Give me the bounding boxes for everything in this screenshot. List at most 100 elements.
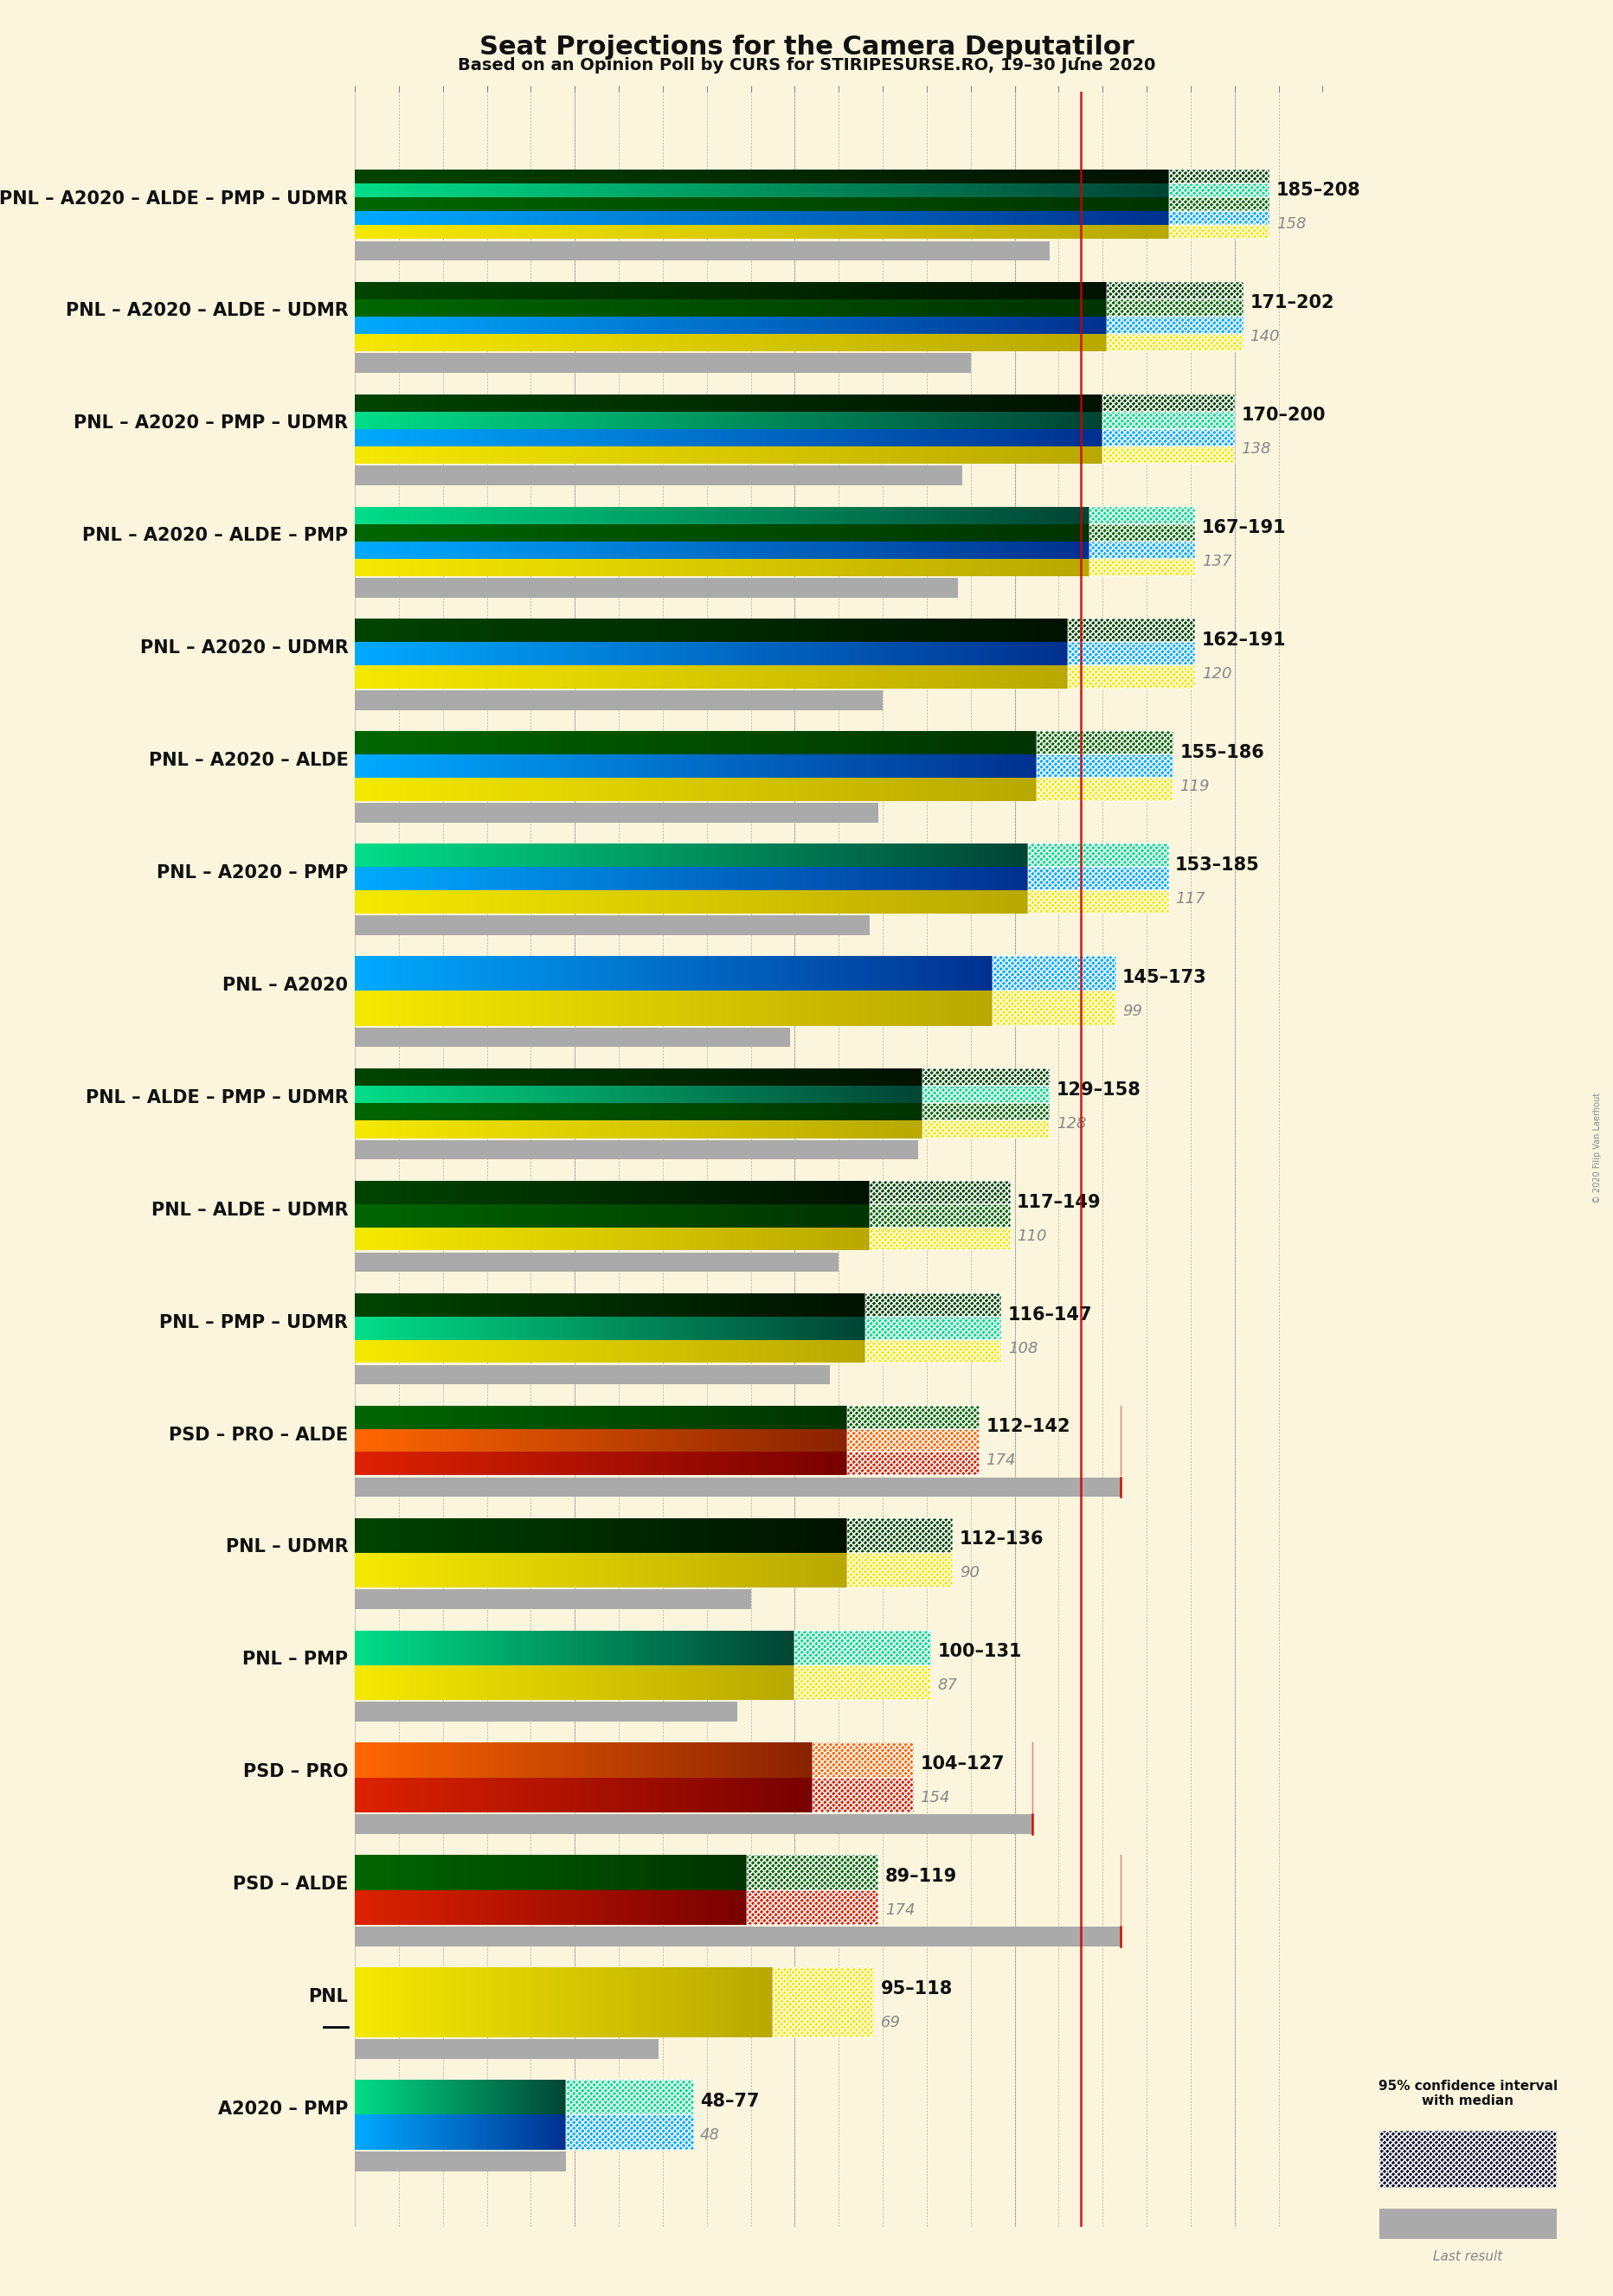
- Text: 137: 137: [1202, 553, 1232, 569]
- Text: 170–200: 170–200: [1242, 406, 1326, 425]
- Bar: [1107, 298, 1244, 317]
- Bar: [1103, 429, 1234, 445]
- Bar: [795, 1665, 931, 1699]
- Bar: [847, 1405, 979, 1428]
- Bar: [1037, 732, 1173, 755]
- Text: 110: 110: [1016, 1228, 1047, 1244]
- Bar: [355, 1251, 839, 1272]
- Bar: [747, 1855, 879, 1890]
- Text: 99: 99: [1123, 1003, 1142, 1019]
- Bar: [865, 1316, 1002, 1339]
- Text: 112–136: 112–136: [960, 1531, 1044, 1548]
- Bar: [923, 1068, 1050, 1086]
- Bar: [355, 1589, 750, 1609]
- Text: 171–202: 171–202: [1250, 294, 1334, 312]
- Text: 162–191: 162–191: [1202, 631, 1286, 650]
- Bar: [1169, 197, 1269, 211]
- Bar: [1107, 282, 1244, 298]
- Bar: [1068, 643, 1195, 666]
- Text: PNL – ALDE – UDMR: PNL – ALDE – UDMR: [152, 1201, 348, 1219]
- Bar: [566, 2080, 694, 2115]
- Bar: [1068, 666, 1195, 689]
- Bar: [1107, 317, 1244, 333]
- Bar: [1169, 197, 1269, 211]
- Bar: [1027, 868, 1169, 891]
- Bar: [1027, 891, 1169, 914]
- Text: PNL – A2020: PNL – A2020: [223, 976, 348, 994]
- Bar: [1027, 843, 1169, 868]
- Bar: [773, 1968, 874, 2037]
- Text: 69: 69: [881, 2016, 900, 2030]
- Text: 108: 108: [1008, 1341, 1039, 1357]
- Bar: [355, 1814, 1032, 1835]
- Bar: [1107, 298, 1244, 317]
- Bar: [566, 2080, 694, 2115]
- Bar: [747, 1890, 879, 1924]
- Bar: [865, 1293, 1002, 1316]
- Bar: [795, 1630, 931, 1665]
- Bar: [1089, 558, 1195, 576]
- Bar: [1037, 732, 1173, 755]
- Bar: [1107, 298, 1244, 317]
- Text: 129–158: 129–158: [1057, 1081, 1140, 1097]
- Bar: [355, 691, 882, 709]
- Bar: [1089, 523, 1195, 542]
- Bar: [847, 1428, 979, 1451]
- Bar: [747, 1855, 879, 1890]
- Bar: [1169, 211, 1269, 225]
- Bar: [1169, 211, 1269, 225]
- Bar: [923, 1120, 1050, 1139]
- Bar: [1103, 411, 1234, 429]
- Text: PSD – PRO – ALDE: PSD – PRO – ALDE: [169, 1426, 348, 1444]
- Bar: [865, 1316, 1002, 1339]
- Bar: [1103, 395, 1234, 411]
- Bar: [847, 1518, 953, 1552]
- Text: 128: 128: [1057, 1116, 1087, 1132]
- Bar: [1169, 225, 1269, 239]
- Bar: [1103, 429, 1234, 445]
- Bar: [1103, 411, 1234, 429]
- Bar: [1169, 211, 1269, 225]
- Bar: [869, 1228, 1010, 1251]
- Bar: [813, 1777, 913, 1812]
- Bar: [813, 1777, 913, 1812]
- Bar: [813, 1777, 913, 1812]
- Bar: [355, 1364, 831, 1384]
- Bar: [813, 1743, 913, 1777]
- Bar: [1068, 620, 1195, 643]
- Text: Seat Projections for the Camera Deputaților: Seat Projections for the Camera Deputați…: [479, 34, 1134, 60]
- Text: 158: 158: [1276, 216, 1307, 232]
- Bar: [1089, 542, 1195, 558]
- Text: 100–131: 100–131: [937, 1644, 1023, 1660]
- Bar: [1169, 225, 1269, 239]
- Text: 48: 48: [700, 2126, 719, 2142]
- Bar: [847, 1451, 979, 1476]
- Bar: [1089, 507, 1195, 523]
- Bar: [1027, 843, 1169, 868]
- Text: PNL: PNL: [308, 1988, 348, 2004]
- Text: PNL – A2020 – PMP – UDMR: PNL – A2020 – PMP – UDMR: [74, 416, 348, 432]
- Bar: [865, 1339, 1002, 1364]
- Bar: [847, 1518, 953, 1552]
- Bar: [1107, 282, 1244, 298]
- Bar: [1169, 184, 1269, 197]
- Text: 119: 119: [1179, 778, 1210, 794]
- Bar: [355, 579, 958, 597]
- Bar: [1089, 523, 1195, 542]
- Bar: [865, 1293, 1002, 1316]
- Bar: [1169, 184, 1269, 197]
- Bar: [355, 354, 971, 372]
- Bar: [847, 1428, 979, 1451]
- Bar: [1037, 755, 1173, 778]
- Bar: [1107, 333, 1244, 351]
- Bar: [355, 2039, 658, 2060]
- Bar: [1068, 666, 1195, 689]
- Bar: [1107, 333, 1244, 351]
- Bar: [355, 241, 1050, 259]
- Bar: [813, 1743, 913, 1777]
- Bar: [992, 955, 1116, 992]
- Text: 48–77: 48–77: [700, 2092, 760, 2110]
- Bar: [923, 1086, 1050, 1104]
- Bar: [923, 1120, 1050, 1139]
- Bar: [773, 1968, 874, 2037]
